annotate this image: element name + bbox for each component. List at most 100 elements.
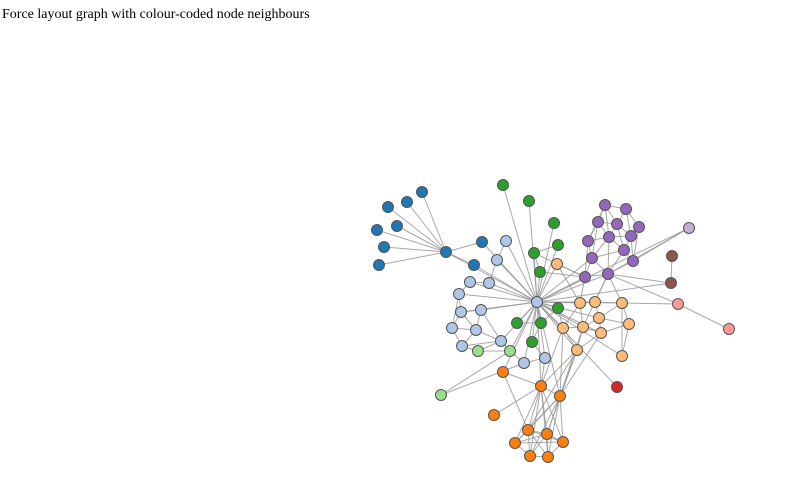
graph-link bbox=[493, 385, 542, 416]
graph-node-light-blue[interactable] bbox=[475, 304, 487, 316]
graph-node-light-blue[interactable] bbox=[531, 296, 543, 308]
graph-node-dark-blue[interactable] bbox=[468, 259, 480, 271]
graph-node-orange[interactable] bbox=[541, 428, 553, 440]
graph-node-light-blue[interactable] bbox=[446, 322, 458, 334]
graph-node-purple[interactable] bbox=[592, 216, 604, 228]
graph-link bbox=[440, 362, 525, 396]
graph-node-dark-blue[interactable] bbox=[401, 196, 413, 208]
graph-node-light-orange[interactable] bbox=[589, 296, 601, 308]
graph-node-green[interactable] bbox=[552, 239, 564, 251]
graph-node-purple[interactable] bbox=[633, 221, 645, 233]
graph-node-light-orange[interactable] bbox=[623, 318, 635, 330]
graph-node-pink[interactable] bbox=[672, 298, 684, 310]
graph-node-light-blue[interactable] bbox=[470, 324, 482, 336]
graph-node-light-green[interactable] bbox=[504, 345, 516, 357]
graph-nodes bbox=[371, 179, 735, 463]
graph-node-orange[interactable] bbox=[554, 390, 566, 402]
graph-link bbox=[531, 301, 538, 343]
graph-node-green[interactable] bbox=[523, 195, 535, 207]
graph-link bbox=[559, 332, 602, 397]
graph-node-light-orange[interactable] bbox=[595, 327, 607, 339]
graph-node-green[interactable] bbox=[534, 266, 546, 278]
graph-node-light-green[interactable] bbox=[435, 389, 447, 401]
graph-node-purple[interactable] bbox=[579, 271, 591, 283]
graph-node-dark-blue[interactable] bbox=[416, 186, 428, 198]
graph-node-dark-blue[interactable] bbox=[382, 201, 394, 213]
graph-link bbox=[469, 281, 538, 303]
graph-node-purple[interactable] bbox=[586, 252, 598, 264]
graph-node-light-orange[interactable] bbox=[557, 322, 569, 334]
graph-node-orange[interactable] bbox=[535, 380, 547, 392]
graph-node-light-blue[interactable] bbox=[464, 276, 476, 288]
graph-node-green[interactable] bbox=[511, 317, 523, 329]
graph-node-light-blue[interactable] bbox=[491, 254, 503, 266]
graph-node-lavender[interactable] bbox=[683, 222, 695, 234]
graph-link bbox=[445, 241, 483, 253]
graph-node-green[interactable] bbox=[497, 179, 509, 191]
graph-node-light-orange[interactable] bbox=[551, 258, 563, 270]
graph-node-light-orange[interactable] bbox=[577, 321, 589, 333]
graph-node-light-green[interactable] bbox=[472, 345, 484, 357]
graph-node-light-blue[interactable] bbox=[453, 288, 465, 300]
graph-node-dark-blue[interactable] bbox=[440, 246, 452, 258]
graph-node-dark-blue[interactable] bbox=[378, 241, 390, 253]
graph-node-green[interactable] bbox=[526, 336, 538, 348]
graph-link bbox=[502, 301, 538, 373]
graph-node-purple[interactable] bbox=[620, 203, 632, 215]
graph-link bbox=[523, 301, 538, 364]
graph-link bbox=[536, 301, 578, 351]
graph-node-orange[interactable] bbox=[522, 424, 534, 436]
graph-link bbox=[536, 227, 690, 303]
graph-node-green[interactable] bbox=[552, 302, 564, 314]
graph-node-purple[interactable] bbox=[625, 230, 637, 242]
graph-link bbox=[514, 385, 542, 444]
graph-node-green[interactable] bbox=[548, 217, 560, 229]
graph-link bbox=[383, 246, 447, 253]
graph-node-purple[interactable] bbox=[618, 244, 630, 256]
graph-node-purple[interactable] bbox=[627, 255, 639, 267]
graph-node-orange[interactable] bbox=[542, 451, 554, 463]
graph-node-orange[interactable] bbox=[509, 437, 521, 449]
graph-node-light-blue[interactable] bbox=[495, 335, 507, 347]
graph-node-light-blue[interactable] bbox=[500, 235, 512, 247]
graph-link bbox=[473, 264, 538, 303]
graph-node-green[interactable] bbox=[535, 317, 547, 329]
graph-node-light-blue[interactable] bbox=[455, 306, 467, 318]
graph-node-red[interactable] bbox=[611, 381, 623, 393]
graph-link bbox=[480, 309, 502, 342]
graph-link bbox=[505, 240, 538, 303]
graph-node-light-blue[interactable] bbox=[518, 357, 530, 369]
graph-node-dark-blue[interactable] bbox=[371, 224, 383, 236]
graph-link bbox=[502, 371, 529, 431]
graph-link bbox=[540, 327, 564, 387]
graph-node-light-blue[interactable] bbox=[456, 340, 468, 352]
graph-node-light-orange[interactable] bbox=[571, 344, 583, 356]
graph-node-brown[interactable] bbox=[665, 277, 677, 289]
graph-node-light-blue[interactable] bbox=[483, 277, 495, 289]
graph-node-light-orange[interactable] bbox=[616, 350, 628, 362]
graph-node-orange[interactable] bbox=[488, 409, 500, 421]
graph-node-dark-blue[interactable] bbox=[476, 236, 488, 248]
graph-link bbox=[387, 206, 447, 253]
graph-node-orange[interactable] bbox=[497, 366, 509, 378]
graph-node-purple[interactable] bbox=[603, 231, 615, 243]
graph-node-light-orange[interactable] bbox=[574, 297, 586, 309]
graph-link bbox=[502, 371, 542, 387]
graph-node-purple[interactable] bbox=[582, 235, 594, 247]
graph-node-dark-blue[interactable] bbox=[373, 259, 385, 271]
graph-node-pink[interactable] bbox=[723, 323, 735, 335]
graph-node-orange[interactable] bbox=[524, 450, 536, 462]
graph-node-dark-blue[interactable] bbox=[391, 220, 403, 232]
graph-node-orange[interactable] bbox=[557, 436, 569, 448]
graph-node-purple[interactable] bbox=[602, 268, 614, 280]
graph-node-light-blue[interactable] bbox=[539, 352, 551, 364]
graph-link bbox=[536, 282, 672, 303]
graph-node-brown[interactable] bbox=[666, 250, 678, 262]
graph-node-light-orange[interactable] bbox=[593, 312, 605, 324]
graph-link bbox=[621, 302, 679, 305]
graph-node-green[interactable] bbox=[528, 247, 540, 259]
graph-node-light-orange[interactable] bbox=[616, 297, 628, 309]
graph-node-purple[interactable] bbox=[599, 199, 611, 211]
graph-node-purple[interactable] bbox=[611, 218, 623, 230]
